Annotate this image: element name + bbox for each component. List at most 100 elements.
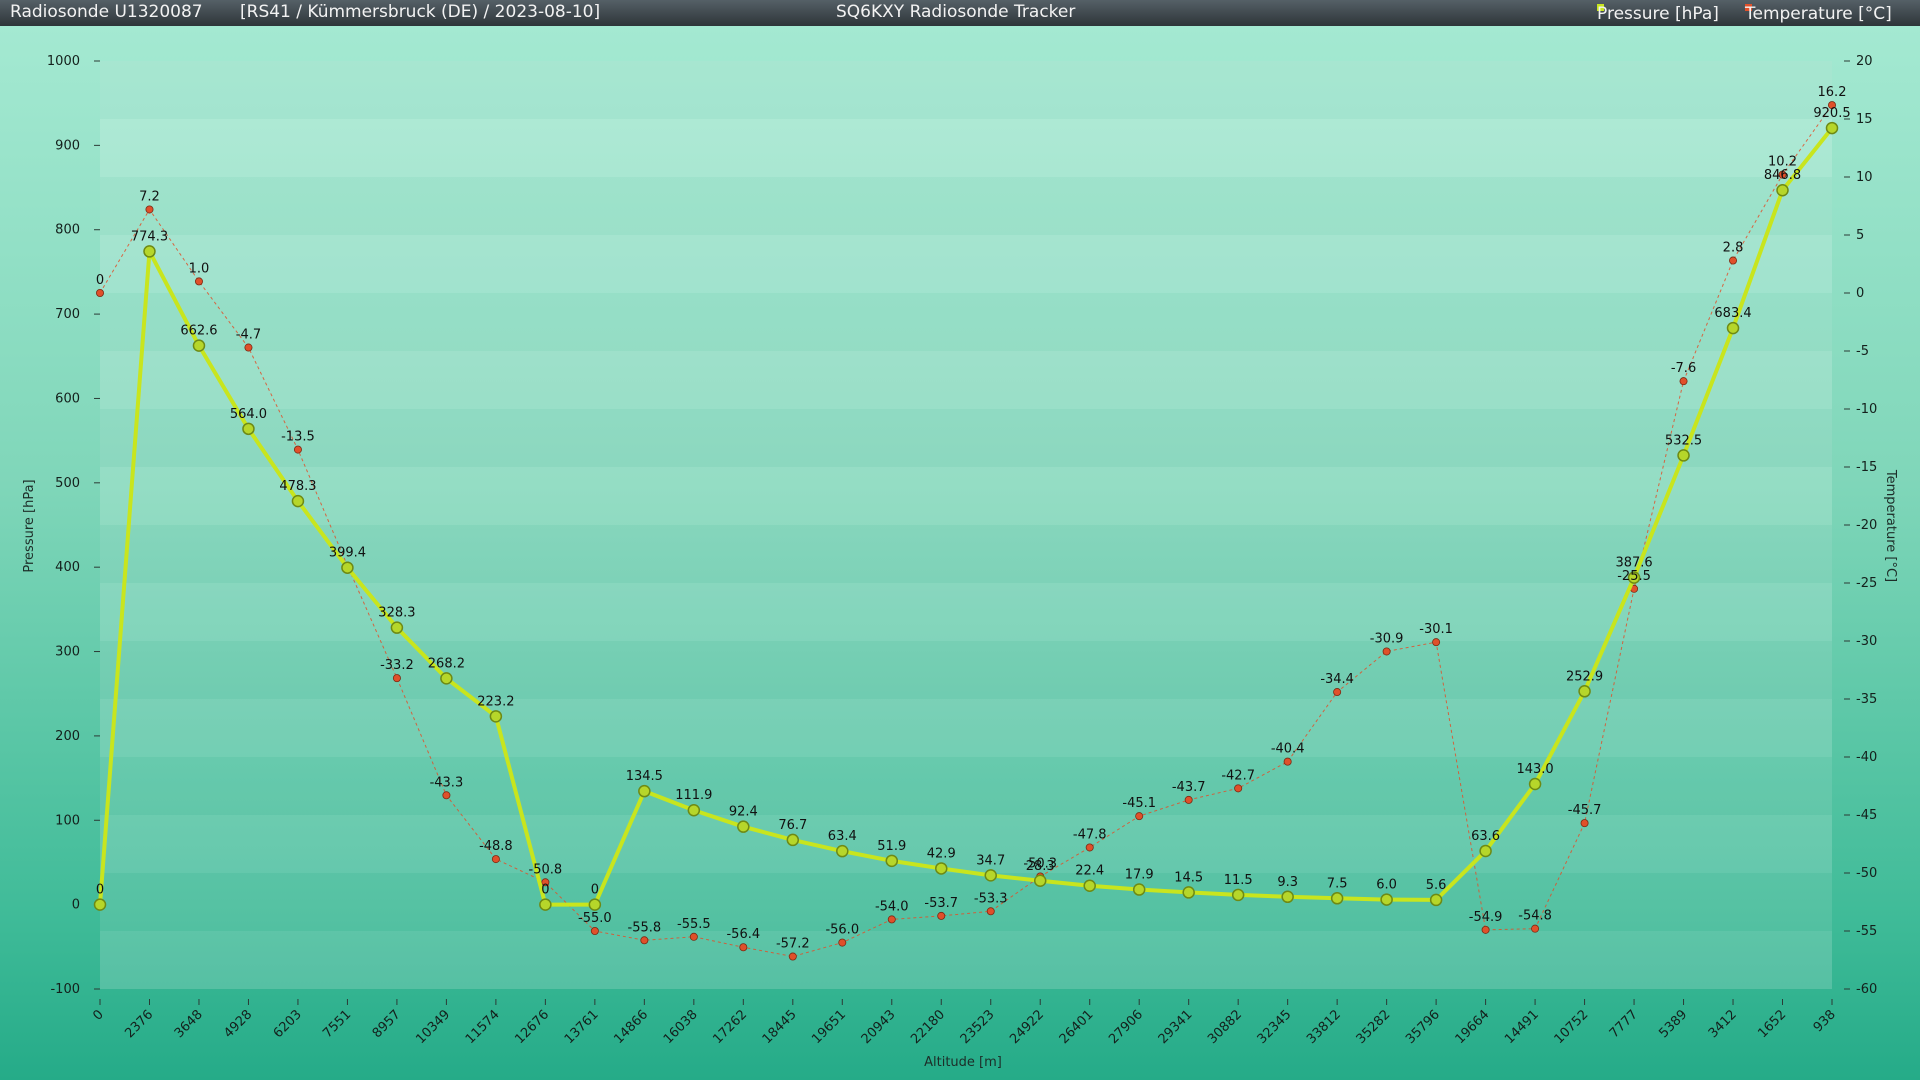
x-tick-label: 35796 [1403, 1007, 1443, 1047]
pressure-data-label: 0 [541, 883, 549, 898]
pressure-point [1033, 874, 1047, 888]
y-axis-left-label: Pressure [hPa] [22, 479, 37, 572]
temperature-data-label: 2.8 [1723, 241, 1744, 256]
y-right-tick-label: -5 [1856, 344, 1869, 359]
pressure-point [588, 898, 602, 911]
pressure-data-label: 7.5 [1327, 876, 1348, 891]
plot-band [100, 119, 1832, 177]
temperature-point [1184, 795, 1193, 804]
y-left-tick-label: -100 [50, 982, 80, 997]
pressure-point [836, 844, 849, 858]
y-right-tick-label: -10 [1856, 402, 1877, 417]
pressure-data-label: 63.6 [1471, 829, 1500, 844]
y-left-tick-label: 300 [55, 645, 80, 660]
pressure-point [1281, 890, 1294, 904]
plot-band [100, 293, 1832, 351]
y-axis-right-label: Temperature [°C] [1883, 469, 1898, 582]
plot-band [100, 409, 1832, 467]
x-tick-label: 32345 [1255, 1007, 1295, 1047]
pressure-data-label: 662.6 [180, 324, 217, 339]
temperature-data-label: -43.3 [430, 775, 464, 790]
pressure-data-label: 22.4 [1075, 864, 1104, 879]
pressure-data-label: 6.0 [1376, 878, 1397, 893]
y-left-tick-label: 200 [55, 729, 80, 744]
temperature-data-label: -25.5 [1617, 569, 1651, 584]
temperature-point [689, 932, 698, 941]
temperature-data-label: -30.9 [1370, 631, 1404, 646]
pressure-point [1528, 777, 1542, 791]
pressure-data-label: 564.0 [230, 407, 267, 422]
title-bar: Radiosonde U1320087 [RS41 / Kümmersbruck… [0, 0, 1920, 26]
plot-band [100, 641, 1832, 699]
temperature-data-label: -4.7 [236, 328, 261, 343]
x-tick-label: 7777 [1607, 1007, 1641, 1041]
temperature-data-label: -56.0 [825, 923, 859, 938]
pressure-point [1231, 888, 1245, 902]
x-tick-label: 18445 [760, 1007, 800, 1047]
pressure-point [1825, 121, 1839, 135]
pressure-data-label: 252.9 [1566, 669, 1603, 684]
pressure-point [1677, 449, 1690, 462]
pressure-point [390, 621, 404, 634]
pressure-point [1380, 893, 1393, 906]
temperature-data-label: -42.7 [1221, 768, 1255, 783]
temperature-point [442, 791, 451, 800]
pressure-data-label: 11.5 [1224, 873, 1253, 888]
temperature-point [1283, 757, 1292, 766]
temperature-data-label: -50.3 [1023, 856, 1057, 871]
y-right-tick-label: -30 [1856, 634, 1877, 649]
pressure-data-label: 5.6 [1426, 878, 1447, 893]
temperature-data-label: -54.0 [875, 899, 909, 914]
pressure-point [1429, 893, 1443, 907]
temperature-point [986, 907, 995, 916]
temperature-point [1729, 256, 1738, 265]
pressure-point [291, 494, 305, 508]
pressure-point [687, 803, 701, 817]
temperature-data-label: 16.2 [1818, 85, 1847, 100]
pressure-data-label: 774.3 [131, 229, 168, 244]
pressure-point [93, 898, 107, 911]
temperature-point [1580, 819, 1589, 828]
plot-band [100, 177, 1832, 235]
pressure-point [192, 339, 206, 352]
temperature-point [194, 277, 203, 286]
x-tick-label: 33812 [1304, 1007, 1344, 1047]
data-labels: 0 7.2 1.0 -4.7 -13.5 -33.2 -43.3 -48.8 -50.8 -55.… [96, 85, 1851, 951]
temperature-data-label: -30.1 [1419, 622, 1453, 637]
x-tick-label: 14491 [1502, 1007, 1542, 1047]
altitude-chart: -10001002003004005006007008009001000-60-… [22, 54, 1898, 1070]
temperature-data-label: -43.7 [1172, 780, 1206, 795]
pressure-point [1330, 892, 1344, 905]
y-right-tick-label: -15 [1856, 460, 1877, 475]
x-tick-label: 13761 [562, 1007, 602, 1047]
temperature-point [640, 936, 649, 945]
temperature-point [1679, 377, 1688, 386]
pressure-point [1182, 886, 1195, 899]
y-left-tick-label: 900 [55, 138, 80, 153]
y-right-tick-label: -50 [1856, 866, 1877, 881]
pressure-point [1578, 685, 1591, 698]
pressure-data-label: 328.3 [378, 606, 415, 621]
pressure-point [242, 422, 255, 436]
pressure-point [1627, 571, 1641, 584]
pressure-data-label: 223.2 [477, 694, 514, 709]
pressure-data-label: 0 [96, 883, 104, 898]
temperature-point [1531, 924, 1540, 933]
x-tick-label: 29341 [1156, 1007, 1196, 1047]
pressure-data-label: 387.6 [1615, 556, 1652, 571]
pressure-point [984, 869, 997, 882]
y-right-tick-label: 20 [1856, 54, 1873, 69]
pressure-point [143, 245, 156, 258]
temperature-data-label: 1.0 [189, 261, 210, 276]
pressure-data-label: 134.5 [626, 769, 663, 784]
pressure-data-label: 0 [591, 883, 599, 898]
y-right-tick-label: 0 [1856, 286, 1864, 301]
pressure-data-label: 399.4 [329, 546, 366, 561]
x-tick-label: 938 [1811, 1007, 1839, 1035]
y-right-tick-label: 15 [1856, 112, 1873, 127]
pressure-point [786, 833, 800, 847]
pressure-data-label: 920.5 [1813, 106, 1850, 121]
pressure-data-label: 846.8 [1764, 168, 1801, 183]
y-right-tick-label: 5 [1856, 228, 1864, 243]
temperature-point [937, 911, 946, 920]
